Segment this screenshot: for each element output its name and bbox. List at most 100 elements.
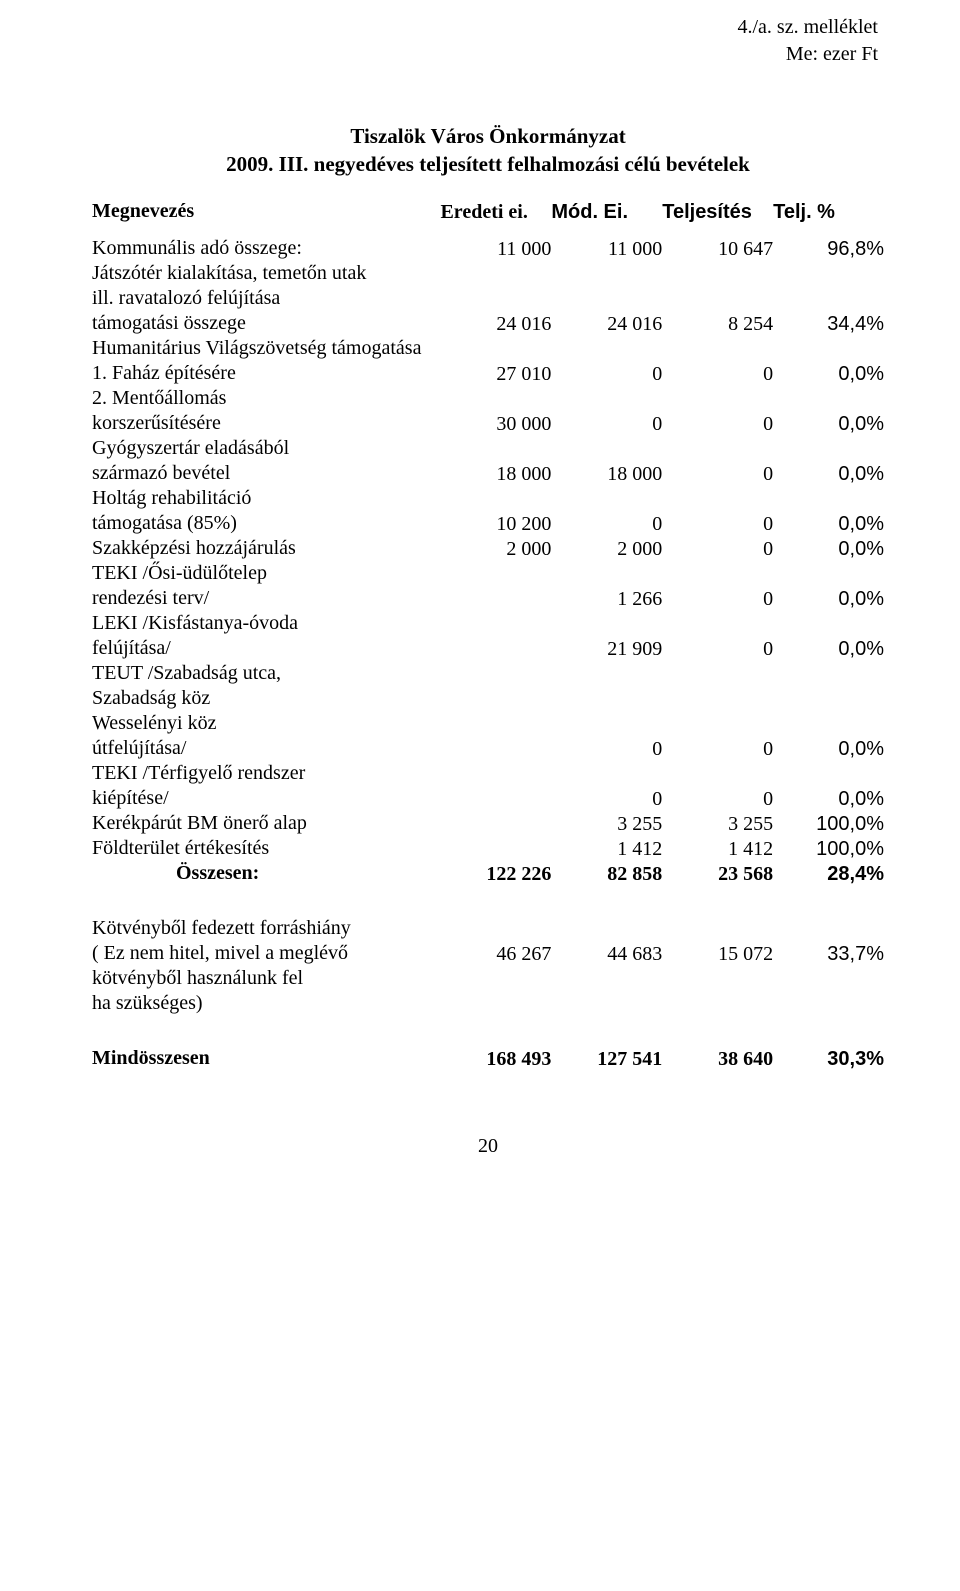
- row-label: Humanitárius Világszövetség támogatása: [92, 336, 440, 361]
- cell-empty: [773, 711, 884, 736]
- table-row: Földterület értékesítés1 4121 412100,0%: [92, 836, 884, 861]
- cell-empty: [551, 436, 662, 461]
- cell-orig: 27 010: [440, 361, 551, 386]
- cell-mod: 3 255: [551, 811, 662, 836]
- table-row: támogatási összege24 01624 0168 25434,4%: [92, 311, 884, 336]
- cell-empty: [551, 561, 662, 586]
- cell-pct: 100,0%: [773, 836, 884, 861]
- bond-row: ( Ez nem hitel, mivel a meglévő46 26744 …: [92, 941, 884, 966]
- cell-empty: [551, 336, 662, 361]
- cell-orig: 30 000: [440, 411, 551, 436]
- cell-empty: [440, 916, 551, 941]
- cell-orig: 10 200: [440, 511, 551, 536]
- cell-mod: 0: [551, 786, 662, 811]
- table-row: felújítása/21 90900,0%: [92, 636, 884, 661]
- cell-orig: 11 000: [440, 236, 551, 261]
- cell-empty: [440, 261, 551, 286]
- table-row: Szabadság köz: [92, 686, 884, 711]
- table-row: rendezési terv/1 26600,0%: [92, 586, 884, 611]
- cell-empty: [773, 611, 884, 636]
- cell-empty: [662, 261, 773, 286]
- table-row: LEKI /Kisfástanya-óvoda: [92, 611, 884, 636]
- col-name: Megnevezés: [92, 199, 440, 228]
- row-label: támogatása (85%): [92, 511, 440, 536]
- cell-actual: 0: [662, 511, 773, 536]
- cell-empty: [551, 611, 662, 636]
- cell-pct: 0,0%: [773, 636, 884, 661]
- cell-empty: [551, 966, 662, 991]
- summary-pct: 28,4%: [773, 861, 884, 886]
- cell-empty: [662, 711, 773, 736]
- col-pct: Telj. %: [773, 199, 884, 228]
- cell-empty: [773, 916, 884, 941]
- row-label: ill. ravatalozó felújítása: [92, 286, 440, 311]
- cell-actual: 0: [662, 411, 773, 436]
- cell-mod: 0: [551, 411, 662, 436]
- cell-empty: [551, 991, 662, 1016]
- attachment-line: 4./a. sz. melléklet: [92, 14, 878, 41]
- table-row: TEKI /Ősi-üdülőtelep: [92, 561, 884, 586]
- bond-actual: 15 072: [662, 941, 773, 966]
- cell-empty: [440, 436, 551, 461]
- cell-empty: [662, 561, 773, 586]
- cell-empty: [551, 761, 662, 786]
- table-row: TEKI /Térfigyelő rendszer: [92, 761, 884, 786]
- table-row: ill. ravatalozó felújítása: [92, 286, 884, 311]
- cell-pct: 100,0%: [773, 811, 884, 836]
- cell-actual: 0: [662, 786, 773, 811]
- cell-pct: 0,0%: [773, 786, 884, 811]
- bond-pct: 33,7%: [773, 941, 884, 966]
- cell-empty: [440, 386, 551, 411]
- table-row: Játszótér kialakítása, temetőn utak: [92, 261, 884, 286]
- grand-orig: 168 493: [440, 1046, 551, 1071]
- cell-empty: [440, 661, 551, 686]
- summary-row: Összesen:122 22682 85823 56828,4%: [92, 861, 884, 886]
- cell-pct: 0,0%: [773, 511, 884, 536]
- cell-empty: [773, 436, 884, 461]
- cell-pct: 0,0%: [773, 361, 884, 386]
- cell-empty: [440, 611, 551, 636]
- cell-empty: [551, 686, 662, 711]
- cell-empty: [662, 761, 773, 786]
- row-label: felújítása/: [92, 636, 440, 661]
- row-label: Holtág rehabilitáció: [92, 486, 440, 511]
- cell-empty: [551, 286, 662, 311]
- grand-pct: 30,3%: [773, 1046, 884, 1071]
- cell-actual: 0: [662, 586, 773, 611]
- cell-pct: 34,4%: [773, 311, 884, 336]
- cell-actual: 1 412: [662, 836, 773, 861]
- cell-actual: 8 254: [662, 311, 773, 336]
- cell-empty: [551, 261, 662, 286]
- grand-mod: 127 541: [551, 1046, 662, 1071]
- row-label: támogatási összege: [92, 311, 440, 336]
- row-label: Szakképzési hozzájárulás: [92, 536, 440, 561]
- row-label: Földterület értékesítés: [92, 836, 440, 861]
- cell-empty: [662, 916, 773, 941]
- cell-actual: 0: [662, 461, 773, 486]
- row-label: LEKI /Kisfástanya-óvoda: [92, 611, 440, 636]
- revenue-table: Megnevezés Eredeti ei. Mód. Ei. Teljesít…: [92, 199, 884, 1071]
- cell-empty: [551, 711, 662, 736]
- table-row: kiépítése/000,0%: [92, 786, 884, 811]
- cell-orig: [440, 636, 551, 661]
- cell-actual: 0: [662, 361, 773, 386]
- row-label: korszerűsítésére: [92, 411, 440, 436]
- table-row: TEUT /Szabadság utca,: [92, 661, 884, 686]
- row-label: Gyógyszertár eladásából: [92, 436, 440, 461]
- table-row: Kommunális adó összege:11 00011 00010 64…: [92, 236, 884, 261]
- cell-empty: [773, 966, 884, 991]
- cell-empty: [662, 436, 773, 461]
- cell-orig: [440, 586, 551, 611]
- grand-actual: 38 640: [662, 1046, 773, 1071]
- cell-mod: 21 909: [551, 636, 662, 661]
- cell-orig: 2 000: [440, 536, 551, 561]
- cell-empty: [773, 336, 884, 361]
- cell-empty: [551, 916, 662, 941]
- table-row: 2. Mentőállomás: [92, 386, 884, 411]
- cell-actual: 0: [662, 636, 773, 661]
- cell-empty: [551, 661, 662, 686]
- cell-pct: 96,8%: [773, 236, 884, 261]
- cell-pct: 0,0%: [773, 586, 884, 611]
- cell-orig: [440, 811, 551, 836]
- cell-empty: [440, 761, 551, 786]
